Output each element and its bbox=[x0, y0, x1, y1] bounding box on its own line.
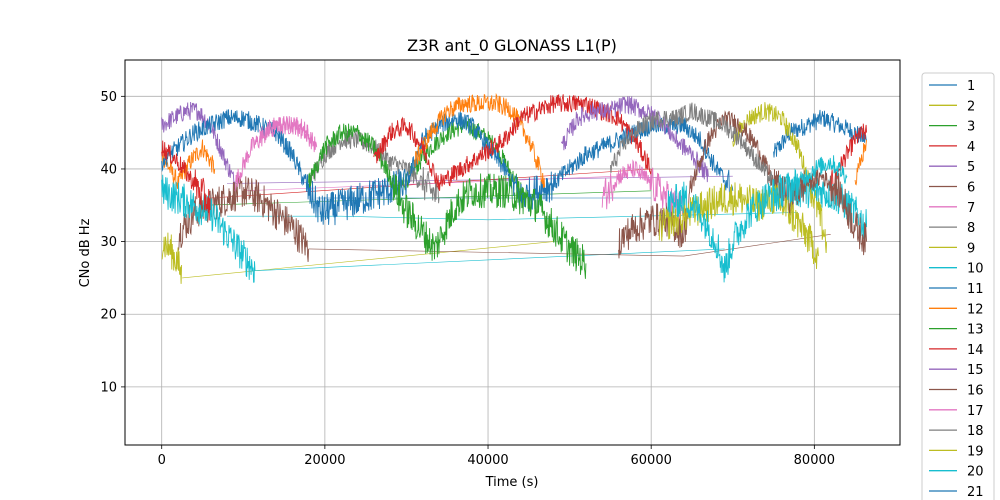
legend-label: 4 bbox=[967, 140, 975, 155]
legend-label: 5 bbox=[967, 160, 975, 175]
legend-label: 3 bbox=[967, 120, 975, 135]
chart-title: Z3R ant_0 GLONASS L1(P) bbox=[407, 36, 617, 56]
series-20-line bbox=[667, 155, 848, 283]
legend-label: 9 bbox=[967, 241, 975, 256]
grid bbox=[125, 60, 900, 445]
series-5-line bbox=[161, 101, 236, 191]
y-tick-label: 40 bbox=[100, 162, 117, 177]
series-10-line bbox=[773, 173, 868, 239]
series-13-line bbox=[308, 123, 587, 279]
legend-label: 2 bbox=[967, 99, 975, 114]
y-axis: 10 20 30 40 50 bbox=[100, 90, 125, 395]
plot-frame bbox=[124, 59, 901, 446]
legend-label: 7 bbox=[967, 201, 975, 216]
series-1-line bbox=[773, 109, 867, 158]
legend-label: 20 bbox=[967, 465, 984, 480]
y-axis-label: CNo dB Hz bbox=[78, 218, 93, 287]
x-tick-label: 0 bbox=[158, 453, 166, 468]
legend-label: 21 bbox=[967, 485, 984, 500]
legend-label: 18 bbox=[967, 424, 984, 439]
series-connector bbox=[182, 241, 554, 279]
legend-label: 1 bbox=[967, 79, 975, 94]
legend-frame bbox=[921, 72, 995, 500]
legend-label: 11 bbox=[967, 282, 984, 297]
y-tick-label: 50 bbox=[100, 90, 117, 105]
plot-area bbox=[161, 92, 868, 284]
y-tick-label: 20 bbox=[100, 308, 117, 323]
legend-label: 10 bbox=[967, 262, 984, 277]
x-tick-label: 40000 bbox=[467, 453, 508, 468]
legend-label: 17 bbox=[967, 404, 984, 419]
legend-label: 19 bbox=[967, 444, 984, 459]
x-tick-label: 20000 bbox=[304, 453, 345, 468]
legend-label: 8 bbox=[967, 221, 975, 236]
y-tick-label: 30 bbox=[100, 235, 117, 250]
x-tick-label: 80000 bbox=[794, 453, 835, 468]
series-connector bbox=[308, 234, 831, 257]
series-17-line bbox=[259, 116, 309, 141]
x-tick-label: 60000 bbox=[631, 453, 672, 468]
y-tick-label: 10 bbox=[100, 380, 117, 395]
series-connector bbox=[227, 212, 799, 221]
series-connector bbox=[243, 175, 619, 192]
legend-label: 12 bbox=[967, 302, 984, 317]
series-18-line bbox=[609, 102, 775, 189]
series-12-line bbox=[854, 139, 868, 186]
series-12-line bbox=[414, 92, 546, 189]
legend-label: 13 bbox=[967, 323, 984, 338]
series-14-line bbox=[161, 140, 211, 221]
x-axis: 0 20000 40000 60000 80000 bbox=[158, 445, 835, 468]
legend-label: 15 bbox=[967, 363, 984, 378]
legend-label: 6 bbox=[967, 181, 975, 196]
series-7-line bbox=[234, 115, 318, 192]
series-19-line bbox=[658, 182, 819, 270]
series-9-line bbox=[161, 232, 183, 284]
series-15-line bbox=[561, 96, 709, 183]
legend-label: 16 bbox=[967, 384, 984, 399]
series-9-line bbox=[732, 102, 828, 254]
legend-label: 14 bbox=[967, 343, 984, 358]
series-connector bbox=[255, 248, 725, 271]
x-axis-label: Time (s) bbox=[485, 475, 539, 490]
